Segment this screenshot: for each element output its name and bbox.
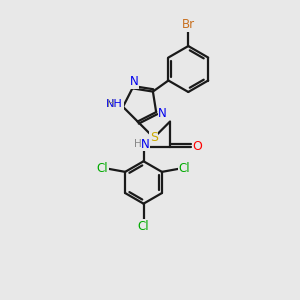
- Text: H: H: [107, 100, 115, 110]
- Text: N: N: [112, 99, 121, 112]
- Text: Cl: Cl: [179, 162, 190, 176]
- Text: N: N: [130, 75, 138, 88]
- Text: N: N: [112, 99, 121, 112]
- Text: S: S: [150, 131, 158, 144]
- Text: O: O: [192, 140, 202, 153]
- Text: N: N: [158, 107, 167, 120]
- Text: Cl: Cl: [97, 162, 108, 176]
- Text: H: H: [134, 139, 142, 149]
- Text: N: N: [141, 138, 149, 151]
- Text: Cl: Cl: [138, 220, 149, 233]
- Text: Br: Br: [182, 18, 195, 31]
- Text: NH: NH: [106, 100, 123, 110]
